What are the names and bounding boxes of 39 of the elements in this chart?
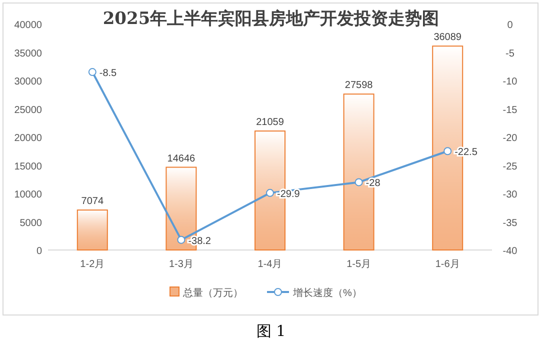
data-label: -8.5 xyxy=(99,68,118,80)
x-tick-label: 1-4月 xyxy=(258,259,282,270)
x-tick-label: 1-2月 xyxy=(80,259,105,270)
data-label: 27598 xyxy=(344,80,374,92)
x-tick-label: 1-6月 xyxy=(435,259,460,270)
legend-label: 总量（万元） xyxy=(182,287,243,299)
point xyxy=(444,147,452,156)
y2-tick-label: -40 xyxy=(502,246,518,257)
legend-label: 增长速度（%） xyxy=(292,287,362,299)
y-tick-label: 25000 xyxy=(14,104,42,116)
y2-tick-label: -20 xyxy=(502,133,518,144)
y-tick-label: 35000 xyxy=(14,48,42,60)
point xyxy=(177,236,186,244)
y2-tick-label: -5 xyxy=(506,48,515,60)
y-tick-label: 10000 xyxy=(14,190,42,200)
x-tick-label: 1-3月 xyxy=(168,259,194,270)
y-tick-label: 5000 xyxy=(20,218,42,229)
data-label: 7074 xyxy=(81,196,104,208)
y2-tick-label: -30 xyxy=(502,190,518,200)
data-label: 14646 xyxy=(167,153,196,164)
y-tick-label: 15000 xyxy=(14,161,42,172)
annotation: 图 1 xyxy=(256,322,286,340)
y2-tick-label: -35 xyxy=(502,218,518,229)
data-label: 36089 xyxy=(434,32,462,44)
y-tick-label: 40000 xyxy=(14,20,42,31)
y2-tick-label: -10 xyxy=(502,76,518,88)
y-tick-label: 30000 xyxy=(14,76,42,88)
data-label: 21059 xyxy=(256,117,284,128)
y-tick-label: 20000 xyxy=(14,133,42,144)
y2-tick-label: -25 xyxy=(502,161,518,172)
y2-tick-label: -15 xyxy=(502,104,518,116)
point xyxy=(88,68,96,76)
title: 2025年上半年宾阳县房地产开发投资走势图 xyxy=(102,9,440,29)
bar xyxy=(76,210,108,250)
point xyxy=(354,178,363,186)
y2-tick-label: 0 xyxy=(507,20,514,31)
point xyxy=(266,188,274,197)
x-tick-label: 1-5月 xyxy=(346,259,372,270)
y-tick-label: 0 xyxy=(36,246,42,257)
